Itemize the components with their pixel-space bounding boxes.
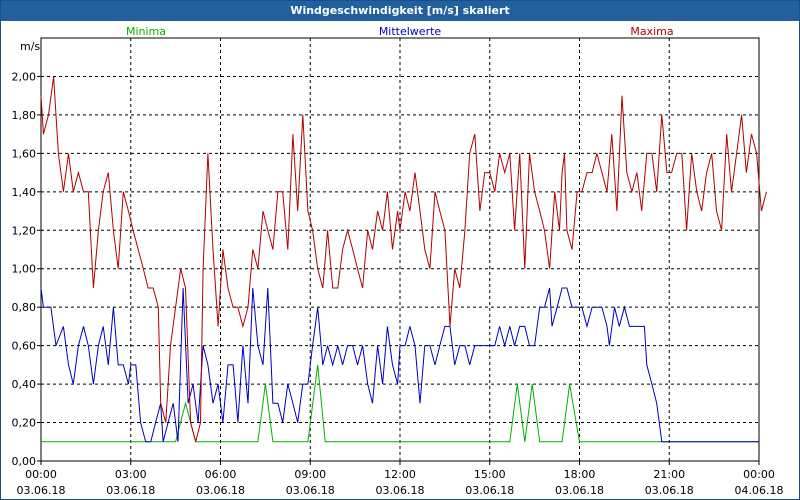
x-tick-time: 00:00 — [25, 468, 57, 481]
x-tick-date: 03.06.18 — [555, 484, 604, 497]
y-tick-label: 0,00 — [12, 455, 37, 468]
y-tick-label: 0,80 — [12, 301, 37, 314]
series-line-mittelwerte — [40, 287, 759, 443]
x-tick-date: 03.06.18 — [17, 484, 66, 497]
legend-mittelwerte: Mittelwerte — [379, 25, 442, 38]
x-tick-time: 15:00 — [474, 468, 506, 481]
x-tick-time: 03:00 — [115, 468, 147, 481]
y-tick-label: 1,60 — [12, 147, 37, 160]
legend-maxima: Maxima — [630, 25, 673, 38]
x-tick-date: 03.06.18 — [286, 484, 335, 497]
y-tick-label: 0,60 — [12, 340, 37, 353]
y-axis-label: m/s — [20, 40, 40, 53]
x-tick-date: 04.06.18 — [735, 484, 784, 497]
x-tick-time: 06:00 — [205, 468, 237, 481]
series-line-maxima — [40, 76, 767, 442]
x-tick-time: 12:00 — [384, 468, 416, 481]
y-tick-label: 1,80 — [12, 109, 37, 122]
window-title: Windgeschwindigkeit [m/s] skaliert — [1, 1, 799, 21]
y-tick-label: 1,40 — [12, 186, 37, 199]
legend-minima: Minima — [126, 25, 166, 38]
x-tick-date: 03.06.18 — [106, 484, 155, 497]
y-tick-label: 1,20 — [12, 224, 37, 237]
x-tick-date: 03.06.18 — [196, 484, 245, 497]
y-tick-label: 2,00 — [12, 70, 37, 83]
x-tick-date: 03.06.18 — [376, 484, 425, 497]
y-tick-label: 1,00 — [12, 263, 37, 276]
x-tick-date: 03.06.18 — [645, 484, 694, 497]
x-tick-time: 00:00 — [743, 468, 775, 481]
y-tick-label: 0,40 — [12, 378, 37, 391]
x-tick-time: 21:00 — [653, 468, 685, 481]
x-tick-time: 09:00 — [294, 468, 326, 481]
x-tick-time: 18:00 — [564, 468, 596, 481]
x-tick-date: 03.06.18 — [465, 484, 514, 497]
y-tick-label: 0,20 — [12, 417, 37, 430]
